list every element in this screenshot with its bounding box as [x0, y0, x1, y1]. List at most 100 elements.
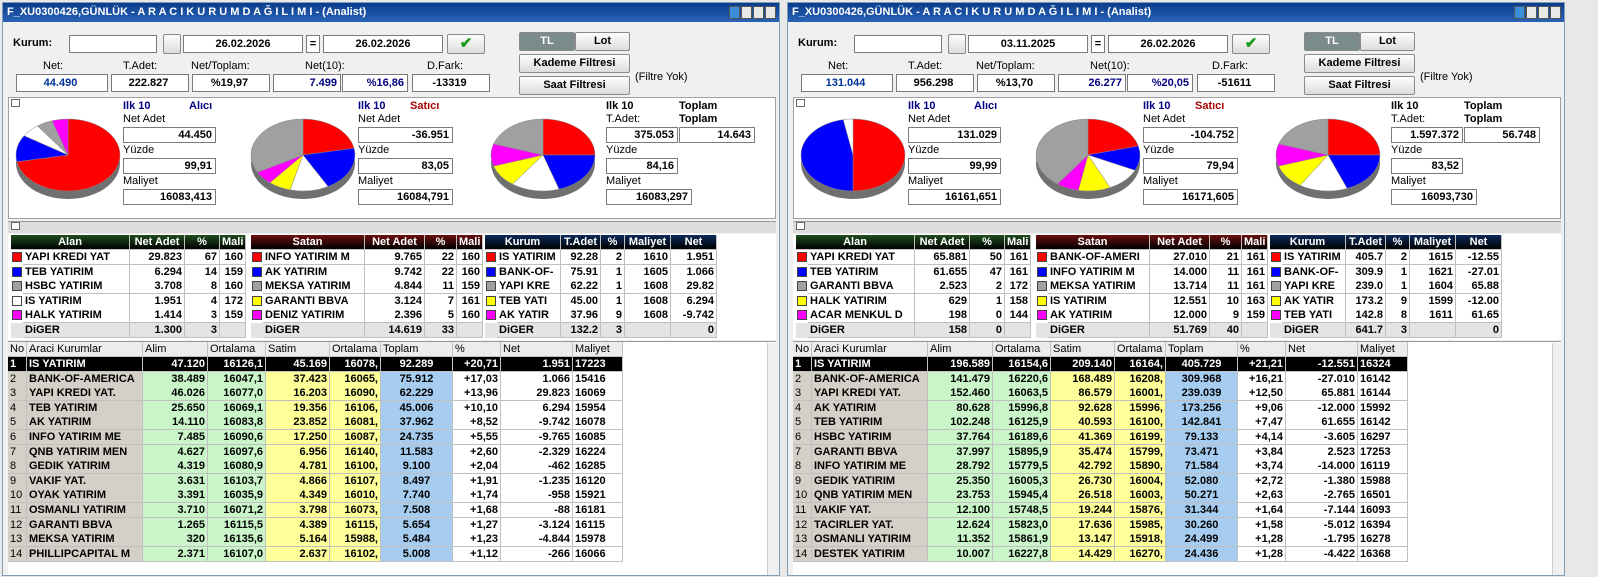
side-cell: 1 — [1386, 279, 1410, 295]
table-cell: 61.655 — [1286, 415, 1358, 431]
side-cell: 173.2 — [1346, 293, 1386, 309]
side-cell: 9.765 — [365, 250, 425, 265]
collapse-icon[interactable] — [11, 222, 20, 230]
table-cell: 16093 — [1358, 503, 1408, 518]
field-value: 131.029 — [908, 127, 1001, 143]
table-cell: 405.729 — [1166, 357, 1238, 372]
apply-button[interactable]: ✔ — [1232, 34, 1270, 54]
table-cell: 3.710 — [143, 503, 208, 518]
pie-chart — [1035, 118, 1141, 199]
column-header[interactable]: Maliyet — [1358, 342, 1408, 357]
filter-button[interactable]: Kademe Filtresi — [519, 54, 630, 73]
column-header[interactable]: Satim — [1051, 342, 1115, 357]
window-button[interactable] — [765, 6, 776, 19]
date-to[interactable]: 26.02.2026 — [1108, 35, 1228, 53]
collapse-icon[interactable] — [796, 99, 805, 107]
column-header[interactable]: Net — [501, 342, 573, 357]
unit-button[interactable]: Lot — [575, 32, 630, 51]
table-cell: 16090, — [330, 386, 381, 402]
table-cell: 9.100 — [381, 459, 453, 475]
column-header[interactable]: Maliyet — [573, 342, 623, 357]
side-cell: 159 — [220, 308, 246, 324]
column-header[interactable]: No — [793, 342, 812, 357]
window-button[interactable] — [1538, 6, 1549, 19]
column-header[interactable]: Alim — [143, 342, 208, 357]
side-cell: YAPI KRE — [1282, 279, 1346, 295]
table-cell: OSMANLI YATIRIM — [812, 532, 928, 548]
column-header[interactable]: Toplam — [1166, 342, 1238, 357]
apply-button[interactable]: ✔ — [447, 34, 485, 54]
side-cell: 1608 — [625, 279, 671, 295]
table-cell: 16083,8 — [208, 415, 266, 431]
filter-button[interactable]: Kademe Filtresi — [1304, 54, 1415, 73]
side-cell: TEB YATIRIM — [808, 264, 915, 280]
table-cell: 16144 — [1358, 386, 1408, 402]
column-header[interactable]: Ortalama — [993, 342, 1051, 357]
side-row-bg — [485, 323, 717, 338]
calendar-button[interactable] — [948, 34, 966, 54]
column-header[interactable]: Ortalama — [1115, 342, 1166, 357]
column-header[interactable]: Alim — [928, 342, 993, 357]
stat-label: Net(10): — [305, 60, 345, 72]
column-header[interactable]: Ortalama — [330, 342, 381, 357]
column-header[interactable]: Ortalama — [208, 342, 266, 357]
table-cell: 16071,2 — [208, 503, 266, 518]
column-header[interactable]: Araci Kurumlar — [27, 342, 143, 357]
side-cell: 14 — [185, 264, 220, 280]
column-header[interactable]: % — [453, 342, 501, 357]
table-cell: +10,10 — [453, 400, 501, 416]
side-header: Net Adet — [130, 235, 185, 250]
date-from[interactable]: 03.11.2025 — [968, 35, 1088, 53]
window-button[interactable] — [1550, 6, 1561, 19]
table-cell: -9.765 — [501, 430, 573, 445]
window-button[interactable] — [741, 6, 752, 19]
field-value: 79,94 — [1143, 158, 1238, 174]
column-header[interactable]: Araci Kurumlar — [812, 342, 928, 357]
window-button[interactable] — [1514, 6, 1525, 19]
kurum-input[interactable] — [854, 35, 942, 53]
column-header[interactable]: No — [8, 342, 27, 357]
table-cell: 10 — [8, 488, 27, 504]
date-to[interactable]: 26.02.2026 — [323, 35, 443, 53]
summary-kind: Satıcı — [410, 100, 440, 112]
calendar-button[interactable] — [163, 34, 181, 54]
table-cell: +3,74 — [1238, 459, 1286, 475]
kurum-input[interactable] — [69, 35, 157, 53]
unit-button[interactable]: TL — [519, 32, 575, 51]
table-cell: 16142 — [1358, 371, 1408, 387]
side-cell: TEB YATI — [497, 293, 561, 309]
unit-button[interactable]: Lot — [1360, 32, 1415, 51]
side-header: Mali — [1242, 235, 1268, 250]
field-label: Maliyet — [1391, 175, 1426, 187]
table-cell: 29.823 — [501, 386, 573, 402]
filter-button[interactable]: Saat Filtresi — [519, 76, 630, 95]
side-cell: 3.124 — [365, 293, 425, 309]
field-value: 16161,651 — [908, 189, 1001, 205]
field-value: 99,99 — [908, 158, 1001, 174]
window-button[interactable] — [753, 6, 764, 19]
table-cell: 15918, — [1115, 532, 1166, 548]
unit-button[interactable]: TL — [1304, 32, 1360, 51]
table-cell: TEB YATIRIM — [27, 400, 143, 416]
column-header[interactable]: Net — [1286, 342, 1358, 357]
window-button[interactable] — [1526, 6, 1537, 19]
side-cell: DiGER — [497, 323, 561, 338]
filter-button[interactable]: Saat Filtresi — [1304, 76, 1415, 95]
table-cell: +5,55 — [453, 430, 501, 445]
table-cell: 141.479 — [928, 371, 993, 387]
side-header: Mali — [457, 235, 483, 250]
side-cell: 2 — [1386, 250, 1410, 265]
date-from[interactable]: 26.02.2026 — [183, 35, 303, 53]
field-value: 99,91 — [123, 158, 216, 174]
column-header[interactable]: % — [1238, 342, 1286, 357]
column-header[interactable]: Satim — [266, 342, 330, 357]
column-header[interactable]: Toplam — [381, 342, 453, 357]
window-button[interactable] — [729, 6, 740, 19]
table-cell: 16501 — [1358, 488, 1408, 504]
table-cell: 38.489 — [143, 371, 208, 387]
collapse-icon[interactable] — [796, 222, 805, 230]
side-cell: 67 — [185, 250, 220, 265]
table-cell: 3.798 — [266, 503, 330, 518]
field-value: 16171,605 — [1143, 189, 1238, 205]
collapse-icon[interactable] — [11, 99, 20, 107]
